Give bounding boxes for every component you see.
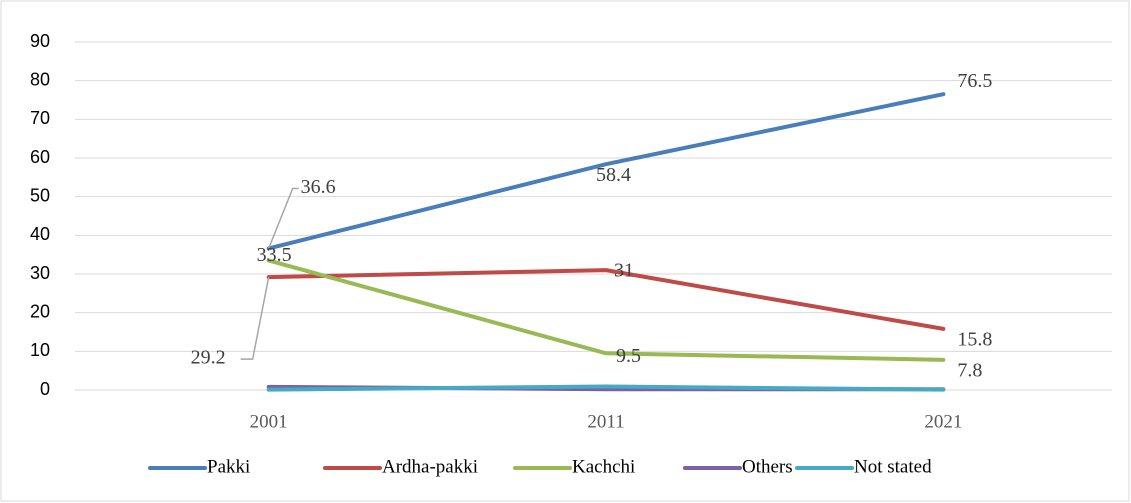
y-tick-label: 70 <box>30 108 50 128</box>
x-tick-label: 2011 <box>587 411 624 432</box>
data-label: 29.2 <box>191 347 226 369</box>
data-label: 15.8 <box>957 329 992 351</box>
x-tick-label: 2001 <box>250 411 288 432</box>
y-tick-label: 20 <box>30 301 50 321</box>
series-line <box>266 92 946 251</box>
y-tick-label: 0 <box>40 379 50 399</box>
data-label: 7.8 <box>957 359 982 381</box>
series-line <box>266 268 946 331</box>
x-tick-label: 2021 <box>924 411 962 432</box>
data-label: 76.5 <box>957 70 992 92</box>
leader-line <box>240 276 270 360</box>
y-tick-label: 40 <box>30 224 50 244</box>
y-tick-label: 30 <box>30 263 50 283</box>
y-tick-label: 80 <box>30 69 50 89</box>
y-tick-label: 10 <box>30 340 50 360</box>
legend-label: Ardha-pakki <box>382 456 478 477</box>
y-tick-label: 90 <box>30 31 50 51</box>
legend-label: Pakki <box>207 456 250 477</box>
series-line <box>266 258 946 362</box>
data-label: 58.4 <box>596 164 631 186</box>
y-tick-label: 50 <box>30 185 50 205</box>
y-tick-label: 60 <box>30 147 50 167</box>
data-label: 31 <box>614 260 634 282</box>
data-label: 36.6 <box>301 176 336 198</box>
legend-label: Kachchi <box>572 456 635 477</box>
data-label: 9.5 <box>616 345 641 367</box>
leader-line <box>267 187 299 249</box>
data-label: 33.5 <box>257 244 292 266</box>
series-line <box>266 384 946 392</box>
legend-label: Others <box>742 456 793 477</box>
legend-label: Not stated <box>854 456 932 477</box>
